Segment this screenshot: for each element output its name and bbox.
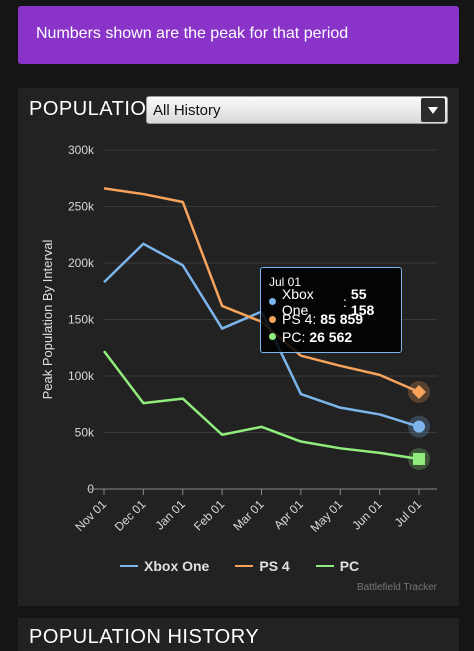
legend-label-pc: PC <box>339 558 360 574</box>
x-tick-label-0: Nov 01 <box>72 497 109 534</box>
legend-item-ps4[interactable]: PS 4 <box>235 558 290 574</box>
tooltip-dot-pc <box>269 333 276 341</box>
legend-item-xbox[interactable]: Xbox One <box>120 558 209 574</box>
tooltip-value-pc: 26 562 <box>309 328 353 345</box>
y-tick-label-1: 50k <box>75 426 95 440</box>
tooltip-value-xbox: 55 158 <box>350 285 375 318</box>
tooltip-value-ps4: 85 859 <box>320 311 364 328</box>
legend-label-xbox: Xbox One <box>144 558 210 574</box>
y-tick-label-6: 300k <box>68 143 95 157</box>
range-select[interactable]: All History <box>146 96 448 124</box>
chart-tooltip: Jul 01 Xbox One: 55 158 PS 4: 85 859 PC:… <box>260 267 402 353</box>
info-banner: Numbers shown are the peak for that peri… <box>18 6 459 64</box>
legend-line-pc <box>315 565 334 567</box>
x-tick-label-7: Jun 01 <box>349 497 385 533</box>
chart-legend: Xbox One PS 4 PC <box>120 558 359 574</box>
tooltip-row-ps4: PS 4: 85 859 <box>269 311 393 329</box>
hover-marker-1 <box>412 384 426 399</box>
hover-marker-0 <box>413 420 425 433</box>
legend-label-ps4: PS 4 <box>259 558 290 574</box>
y-tick-label-5: 250k <box>68 200 95 214</box>
x-tick-label-5: Apr 01 <box>271 497 306 532</box>
tooltip-dot-xbox <box>269 298 276 306</box>
tooltip-name-ps4: PS 4 <box>282 311 313 328</box>
y-tick-label-3: 150k <box>68 313 95 327</box>
tooltip-name-pc: PC <box>282 328 302 345</box>
tooltip-dot-ps4 <box>269 315 276 323</box>
tooltip-row-xbox: Xbox One: 55 158 <box>269 286 393 318</box>
x-tick-label-1: Dec 01 <box>112 497 149 534</box>
x-tick-label-6: May 01 <box>308 497 346 535</box>
panel2-title: POPULATION HISTORY <box>29 626 260 648</box>
series-line-2 <box>103 350 420 461</box>
banner-text: Numbers shown are the peak for that peri… <box>36 25 349 42</box>
legend-item-pc[interactable]: PC <box>315 558 360 574</box>
tooltip-title: Jul 01 <box>269 275 302 289</box>
hover-marker-2 <box>413 452 425 465</box>
credit-link[interactable]: Battlefield Tracker <box>356 582 437 593</box>
tooltip-row-pc: PC: 26 562 <box>269 328 393 346</box>
tooltip-name-xbox: Xbox One <box>281 285 314 318</box>
x-tick-label-2: Jan 01 <box>152 497 188 533</box>
x-tick-label-3: Feb 01 <box>191 497 228 534</box>
y-axis-title: Peak Population By Interval <box>40 240 55 400</box>
legend-line-xbox <box>120 565 138 567</box>
range-select-value: All History <box>153 101 221 119</box>
y-tick-label-4: 200k <box>68 256 95 270</box>
population-history-panel-2: POPULATION HISTORY <box>18 618 459 651</box>
legend-line-ps4 <box>235 565 254 567</box>
y-tick-label-2: 100k <box>68 369 95 383</box>
x-tick-label-4: Mar 01 <box>230 497 267 534</box>
chevron-down-icon[interactable] <box>421 98 445 122</box>
x-tick-label-8: Jul 01 <box>392 497 425 530</box>
